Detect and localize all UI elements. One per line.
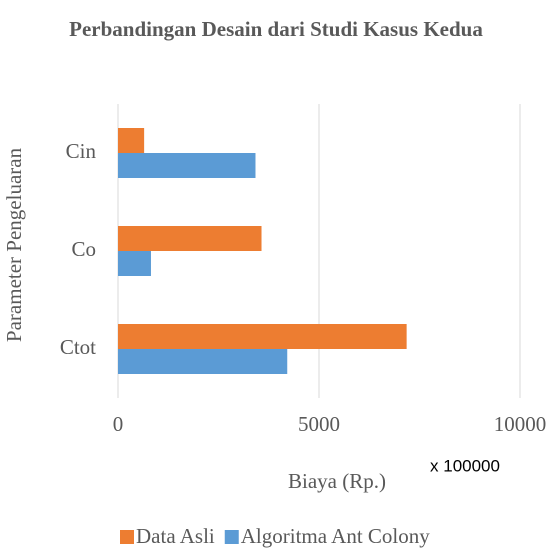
legend-swatch xyxy=(120,530,134,544)
x-tick-label: 10000 xyxy=(494,412,547,436)
annotation: x 100000 xyxy=(430,456,500,475)
y-tick-label: Ctot xyxy=(60,335,96,359)
bar xyxy=(118,349,288,374)
bar xyxy=(118,226,262,251)
legend-swatch xyxy=(224,530,239,544)
y-tick-label: Cin xyxy=(66,139,97,163)
x-tick-label: 5000 xyxy=(298,412,340,436)
y-tick-label: Co xyxy=(71,237,96,261)
chart-title: Perbandingan Desain dari Studi Kasus Ked… xyxy=(69,17,483,41)
legend-label: Algoritma Ant Colony xyxy=(241,524,431,548)
x-tick-label: 0 xyxy=(113,412,124,436)
bar xyxy=(118,128,145,153)
y-axis-title: Parameter Pengeluaran xyxy=(2,147,26,342)
x-axis-title: Biaya (Rp.) xyxy=(288,469,386,493)
legend-label: Data Asli xyxy=(136,524,215,548)
bar xyxy=(118,153,256,178)
bar xyxy=(118,251,151,276)
bar xyxy=(118,324,407,349)
